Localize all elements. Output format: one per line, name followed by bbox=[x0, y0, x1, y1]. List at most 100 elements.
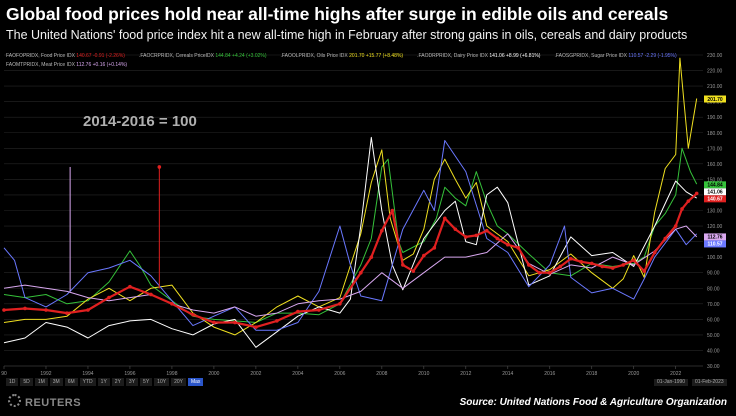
food-price-point bbox=[380, 228, 384, 233]
source-note: Source: United Nations Food & Agricultur… bbox=[459, 397, 727, 408]
legend-entry: .FAOOLPRIDX, Oils Price IDX 201.70 +15.7… bbox=[280, 53, 404, 59]
x-tick-label: 2012 bbox=[460, 371, 471, 377]
x-tick-label: 2018 bbox=[586, 371, 597, 377]
food-price-point bbox=[537, 270, 542, 275]
y-tick-label: 100.00 bbox=[707, 255, 723, 261]
range-button-3y[interactable]: 3Y bbox=[125, 378, 139, 386]
food-price-point bbox=[589, 261, 594, 266]
food-price-point bbox=[107, 295, 111, 300]
food-price-point bbox=[495, 236, 500, 241]
food-price-point bbox=[642, 269, 647, 273]
food-price-point bbox=[233, 320, 237, 325]
x-tick-label: 2000 bbox=[208, 371, 219, 377]
series-line-meat-price-idx bbox=[3, 225, 698, 317]
date-from[interactable]: 01-Jan-1990 bbox=[654, 379, 689, 386]
range-button-10y[interactable]: 10Y bbox=[154, 378, 170, 386]
food-price-point bbox=[390, 208, 395, 213]
end-value-box bbox=[704, 233, 726, 241]
food-price-point bbox=[275, 319, 279, 323]
end-value-box bbox=[704, 181, 726, 189]
x-tick-label: 2020 bbox=[628, 371, 639, 377]
range-button-1m[interactable]: 1M bbox=[34, 378, 48, 386]
y-tick-label: 60.00 bbox=[707, 317, 720, 323]
time-range-selector: 1D 5D 1M 3M 6M YTD 1Y 2Y 3Y 5Y 10Y 20Y Max bbox=[6, 378, 204, 386]
food-price-point bbox=[621, 263, 626, 267]
x-tick-label: 90 bbox=[1, 371, 7, 377]
headline: Global food prices hold near all-time hi… bbox=[6, 4, 669, 24]
food-price-point bbox=[663, 236, 668, 241]
food-price-point bbox=[191, 312, 195, 317]
y-tick-label: 90.00 bbox=[707, 271, 720, 277]
range-button-1y[interactable]: 1Y bbox=[97, 378, 110, 386]
legend-entry: FAOMTPRIDX, Meat Price IDX 112.76 +0.16 … bbox=[6, 62, 128, 68]
range-button-5y[interactable]: 5Y bbox=[140, 378, 153, 386]
y-tick-label: 70.00 bbox=[707, 302, 720, 308]
subhead: The United Nations' food price index hit… bbox=[6, 28, 688, 42]
range-button-ytd[interactable]: YTD bbox=[79, 378, 96, 386]
range-button-5d[interactable]: 5D bbox=[20, 378, 33, 386]
food-price-point bbox=[2, 308, 6, 312]
legend-row-2: FAOMTPRIDX, Meat Price IDX 112.76 +0.16 … bbox=[6, 62, 141, 68]
range-button-20y[interactable]: 20Y bbox=[171, 378, 186, 386]
x-tick-label: 2004 bbox=[292, 371, 303, 377]
y-tick-label: 200.00 bbox=[707, 100, 723, 106]
food-price-point bbox=[547, 270, 552, 275]
x-tick-label: 2014 bbox=[502, 371, 513, 377]
end-value-box bbox=[704, 240, 726, 248]
y-tick-label: 230.00 bbox=[707, 53, 723, 59]
date-to[interactable]: 01-Feb-2023 bbox=[692, 379, 727, 386]
y-tick-label: 80.00 bbox=[707, 286, 720, 292]
y-tick-label: 160.00 bbox=[707, 162, 723, 168]
food-price-point bbox=[296, 309, 300, 314]
food-price-point bbox=[23, 306, 27, 311]
base-period-label: 2014-2016 = 100 bbox=[83, 113, 197, 130]
food-price-point bbox=[579, 260, 584, 264]
food-price-point bbox=[65, 311, 69, 315]
y-tick-label: 130.00 bbox=[707, 209, 723, 215]
food-price-point bbox=[673, 224, 678, 228]
x-tick-label: 2006 bbox=[334, 371, 345, 377]
food-price-point bbox=[652, 250, 657, 255]
food-price-point bbox=[464, 235, 468, 239]
range-button-3m[interactable]: 3M bbox=[49, 378, 63, 386]
legend-value: 144.84 +4.24 (+3.02%) bbox=[215, 53, 267, 59]
brand-text: REUTERS bbox=[25, 397, 82, 409]
x-tick-label: 2002 bbox=[250, 371, 261, 377]
y-tick-label: 120.00 bbox=[707, 224, 723, 230]
y-tick-label: 220.00 bbox=[707, 69, 723, 75]
food-price-point bbox=[516, 246, 521, 250]
food-price-point bbox=[338, 302, 342, 306]
legend-row-1: FAOFOPRIDX, Food Price IDX 140.67 -0.91 … bbox=[6, 53, 691, 59]
food-spike-point bbox=[157, 165, 162, 169]
legend-value: 140.67 -0.91 (-2.26%) bbox=[76, 53, 125, 59]
end-value-label: 140.67 bbox=[707, 197, 723, 203]
reuters-logo: REUTERS bbox=[8, 394, 81, 409]
x-tick-label: 2010 bbox=[418, 371, 429, 377]
x-tick-label: 2016 bbox=[544, 371, 555, 377]
food-price-point bbox=[526, 263, 531, 267]
end-value-label: 112.76 bbox=[707, 235, 722, 241]
range-button-6m[interactable]: 6M bbox=[64, 378, 78, 386]
food-price-point bbox=[680, 207, 684, 211]
series-line-sugar-price-idx bbox=[3, 140, 698, 331]
end-value-label: 201.70 bbox=[707, 97, 723, 103]
food-price-point bbox=[254, 325, 258, 329]
food-price-point bbox=[610, 266, 615, 270]
x-tick-label: 1996 bbox=[124, 371, 135, 377]
series-line-oils-price-idx bbox=[3, 57, 698, 336]
food-price-point bbox=[694, 191, 699, 196]
legend-entry: .FAODRPRIDX, Dairy Price IDX 141.06 +8.9… bbox=[417, 53, 541, 59]
end-value-label: 141.06 bbox=[707, 190, 723, 196]
legend-value: 141.06 +8.99 (+6.81%) bbox=[489, 53, 541, 59]
food-price-point bbox=[359, 270, 363, 275]
range-button-max[interactable]: Max bbox=[187, 378, 204, 386]
range-button-2y[interactable]: 2Y bbox=[111, 378, 124, 386]
range-button-1d[interactable]: 1D bbox=[6, 378, 19, 386]
y-tick-label: 50.00 bbox=[707, 333, 720, 339]
food-price-point bbox=[686, 199, 691, 203]
food-price-point bbox=[422, 253, 426, 258]
legend-entry: FAOFOPRIDX, Food Price IDX 140.67 -0.91 … bbox=[6, 53, 125, 59]
food-price-point bbox=[600, 264, 605, 269]
legend-entry: .FAOCRPRIDX, Cereals PriceIDX 144.84 +4.… bbox=[138, 53, 267, 59]
x-tick-label: 1994 bbox=[82, 371, 93, 377]
